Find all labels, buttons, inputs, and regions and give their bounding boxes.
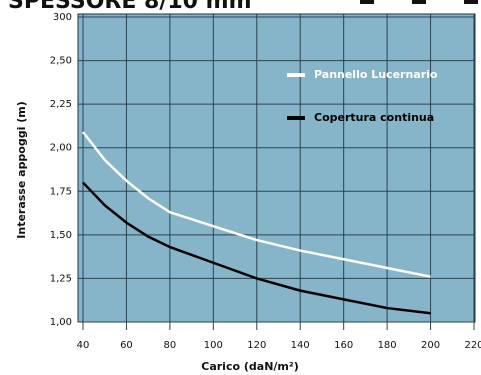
y-tick-label: 1,00 xyxy=(50,317,72,328)
series-line xyxy=(82,181,431,315)
y-tick-label: 1,25 xyxy=(50,273,72,284)
x-tick-label: 180 xyxy=(378,340,397,351)
y-tick-label: 1,75 xyxy=(50,186,72,197)
series-line xyxy=(82,131,431,278)
decoration xyxy=(412,0,426,4)
x-tick-label: 60 xyxy=(120,340,133,351)
x-axis-label: Carico (daN/m²) xyxy=(201,360,298,373)
chart-title: SPESSORE 8/10 mm xyxy=(8,0,252,14)
x-tick-label: 220 xyxy=(464,340,481,351)
legend-label: Copertura continua xyxy=(314,111,434,124)
decoration xyxy=(360,0,374,4)
y-tick-label: 1,50 xyxy=(50,230,72,241)
x-tick-label: 80 xyxy=(164,340,177,351)
y-tick-label: 2,00 xyxy=(50,143,72,154)
x-tick-label: 200 xyxy=(421,340,440,351)
decoration xyxy=(464,0,478,4)
y-tick-label: 2,50 xyxy=(50,56,72,67)
x-tick-label: 160 xyxy=(334,340,353,351)
x-tick-label: 120 xyxy=(247,340,266,351)
legend-label: Pannello Lucernario xyxy=(314,68,438,81)
x-tick-label: 100 xyxy=(204,340,223,351)
x-tick-label: 40 xyxy=(77,340,90,351)
plot-area xyxy=(77,13,476,323)
y-tick-label: 300 xyxy=(53,12,72,23)
y-tick-label: 2,25 xyxy=(50,99,72,110)
x-tick-label: 140 xyxy=(291,340,310,351)
y-axis-label: Interasse appoggi (m) xyxy=(15,101,28,238)
